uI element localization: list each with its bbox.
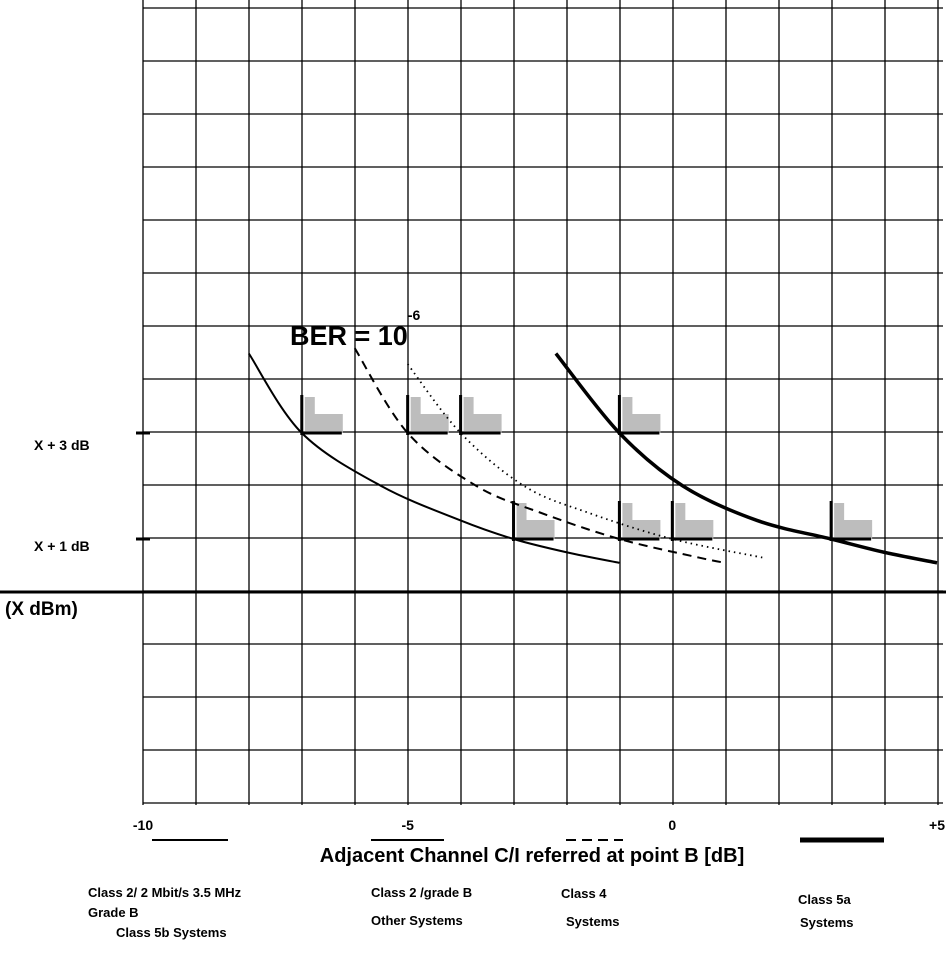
ber-annotation: BER = 10-6 (290, 307, 420, 351)
series-line-4 (554, 352, 938, 565)
series-line-1 (248, 352, 620, 564)
step-marker-fill (463, 397, 502, 433)
step-marker-fill (834, 503, 873, 539)
ber-annotation-exponent: -6 (408, 307, 421, 323)
step-marker (459, 395, 502, 435)
legend-label: Systems (566, 914, 619, 929)
legend-label: Grade B (88, 905, 139, 920)
series (248, 347, 938, 565)
y-tick-label: X + 1 dB (34, 538, 90, 554)
step-marker-fill (675, 503, 714, 539)
legend-label: Other Systems (371, 913, 463, 928)
step-marker-fill (622, 397, 661, 433)
legend-label: Class 2 /grade B (371, 885, 472, 900)
x-tick-label: -5 (401, 817, 414, 833)
axes (0, 431, 946, 594)
x-tick-label: 0 (668, 817, 676, 833)
grid (142, 0, 943, 805)
legend-label: Systems (800, 915, 853, 930)
step-marker (300, 395, 343, 435)
y-tick-label: (X dBm) (5, 599, 78, 620)
step-marker (406, 395, 449, 435)
ber-annotation-text: BER = 10 (290, 321, 408, 351)
step-marker (617, 395, 661, 435)
step-marker (512, 501, 555, 541)
series-line-3 (406, 363, 763, 559)
x-tick-label: +5 (929, 817, 945, 833)
y-tick-label: X + 3 dB (34, 437, 90, 453)
legend-item-2: Class 2 /grade B Other Systems (371, 839, 472, 928)
legend-label: Class 5a (798, 892, 852, 907)
step-marker (670, 501, 714, 541)
legend-item-3: Class 4 Systems (561, 839, 623, 929)
legend-item-1: Class 2/ 2 Mbit/s 3.5 MHz Grade B Class 5b… (88, 839, 242, 940)
step-marker-fill (304, 397, 343, 433)
step-marker (617, 501, 661, 541)
tick-labels: -10 -5 0 +5 X + 3 dB X + 1 dB (X dBm) (5, 437, 945, 833)
step-marker (829, 501, 873, 541)
legend-label: Class 5b Systems (116, 925, 227, 940)
legend: Class 2/ 2 Mbit/s 3.5 MHz Grade B Class 5b… (88, 837, 884, 940)
legend-item-4: Class 5a Systems (798, 837, 884, 930)
markers (300, 395, 873, 541)
legend-label: Class 4 (561, 886, 607, 901)
step-marker-fill (516, 503, 555, 539)
step-marker-fill (622, 503, 661, 539)
x-tick-label: -10 (133, 817, 153, 833)
series-line-2 (353, 347, 726, 564)
step-marker-fill (410, 397, 449, 433)
x-axis-label: Adjacent Channel C/I referred at point B… (320, 845, 744, 867)
legend-label: Class 2/ 2 Mbit/s 3.5 MHz (88, 885, 242, 900)
